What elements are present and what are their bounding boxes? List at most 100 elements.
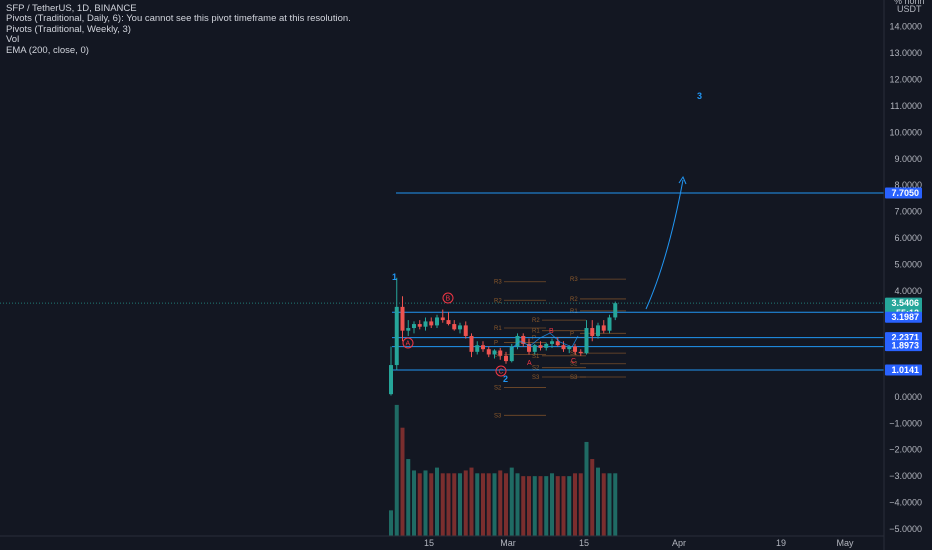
wave-circle-b — [442, 292, 454, 304]
candle-body — [509, 346, 514, 362]
candle-body — [452, 324, 457, 330]
y-tick-label: −4.0000 — [889, 498, 922, 508]
candle-body — [394, 306, 399, 366]
y-tick-label: 6.0000 — [894, 233, 922, 243]
volume-bar — [446, 473, 451, 536]
y-tick-label: 8.0000 — [894, 180, 922, 190]
candle-body — [406, 328, 411, 331]
volume-bar — [406, 459, 411, 536]
pivot-label: S2 — [532, 366, 540, 372]
candle-body — [429, 321, 434, 326]
x-tick-label: Apr — [672, 538, 686, 548]
candle-body — [440, 317, 445, 321]
x-tick-label: Mar — [500, 538, 516, 548]
level-layer — [0, 192, 884, 371]
y-tick-label: −1.0000 — [889, 418, 922, 428]
candle-body — [578, 351, 583, 354]
y-tick-label: 4.0000 — [894, 286, 922, 296]
pivot-label: S2 — [494, 386, 502, 392]
pivot-label: S3 — [570, 375, 578, 381]
projection-arrow-head — [678, 175, 687, 185]
volume-bar — [498, 470, 503, 536]
pivot-label: R3 — [570, 277, 578, 283]
price-badge-text: 1.0141 — [891, 365, 919, 375]
pivot-label: P — [494, 341, 498, 347]
pivot-label: R1 — [494, 326, 502, 332]
volume-bar — [394, 404, 399, 536]
y-tick-label: −3.0000 — [889, 471, 922, 481]
volume-bar — [435, 467, 439, 536]
price-badge-bg — [885, 311, 922, 323]
pivot-label: P — [532, 335, 536, 341]
y-tick-label: 14.0000 — [889, 22, 922, 32]
volume-bar — [400, 427, 405, 536]
price-badge-text: 1.8973 — [891, 341, 919, 351]
candle-body — [515, 335, 520, 347]
candle-body — [590, 328, 595, 336]
y-tick-label: 12.0000 — [889, 74, 922, 84]
volume-bar — [417, 473, 422, 536]
y-tick-label: 13.0000 — [889, 48, 922, 58]
candle-body — [400, 306, 405, 331]
price-badge-bg — [885, 340, 922, 352]
candle-body — [498, 350, 503, 356]
time-axis[interactable]: 15 Mar 15 Apr 19 May — [424, 538, 854, 548]
x-tick-label: 15 — [579, 538, 589, 548]
y-tick-label: 5.0000 — [894, 260, 922, 270]
volume-bar — [481, 473, 485, 536]
legend-weekly-pivots[interactable]: Pivots (Traditional, Weekly, 3) — [6, 23, 131, 35]
legend-ema[interactable]: EMA (200, close, 0) — [6, 44, 89, 56]
price-badge-text: 3.1987 — [891, 312, 919, 322]
candle-body — [521, 335, 526, 344]
candle-body — [567, 346, 572, 350]
pivot-label: S1 — [494, 352, 502, 358]
pivot-label: P — [570, 331, 574, 337]
pivot-label: S3 — [532, 375, 540, 381]
candle-body — [504, 355, 508, 362]
pivot-label: S3 — [494, 413, 502, 419]
y-tick-label: 10.0000 — [889, 127, 922, 137]
legend-daily-pivots[interactable]: Pivots (Traditional, Daily, 6): You cann… — [6, 13, 351, 25]
wave-circle-a-label: A — [406, 341, 411, 348]
legend-volume[interactable]: Vol — [6, 34, 20, 46]
price-badge-text: 7.7050 — [891, 188, 919, 198]
candle-body — [561, 345, 566, 350]
axis-unit-top: % nonn — [894, 0, 925, 6]
volume-bar — [596, 467, 600, 536]
candle-body — [532, 345, 537, 352]
volume-bar — [578, 473, 583, 536]
volume-bar — [532, 476, 537, 536]
legend-symbol[interactable]: SFP / TetherUS, 1D, BINANCE — [6, 3, 137, 14]
projection-arrow-line — [645, 179, 684, 310]
wave-circle-c — [495, 365, 507, 377]
y-tick-label: 11.0000 — [890, 101, 922, 111]
x-tick-label: 19 — [776, 538, 786, 548]
wave-label-1: 1 — [392, 272, 397, 282]
axis-unit-bottom: USDT — [897, 4, 922, 14]
volume-bar — [509, 467, 514, 536]
candle-body — [486, 349, 491, 355]
wave-circle-a — [402, 337, 414, 349]
pivot-label: R1 — [532, 329, 540, 335]
wave-label-2: 2 — [503, 374, 508, 384]
y-tick-label: 0.0000 — [894, 392, 922, 402]
volume-bar — [567, 476, 572, 536]
volume-bar — [521, 476, 526, 536]
pivot-label: R2 — [494, 298, 502, 304]
volume-bar — [463, 470, 468, 536]
y-tick-label: 7.0000 — [894, 207, 922, 217]
volume-bar — [504, 473, 508, 536]
candle-body — [573, 346, 577, 352]
volume-bar — [550, 473, 554, 536]
pivot-label: R2 — [570, 297, 578, 303]
pivot-layer: R3R2R1PS1S2S3R2R1PS1S2S3R3R2R1PS1S2S3 — [494, 277, 626, 419]
volume-bar — [423, 470, 428, 536]
volume-bar — [527, 476, 531, 536]
small-label-c: C — [571, 358, 576, 365]
price-badges: 7.70503.540655:123.19872.23711.89731.014… — [885, 187, 922, 376]
candle-body — [463, 325, 468, 336]
candle-body — [550, 341, 554, 344]
